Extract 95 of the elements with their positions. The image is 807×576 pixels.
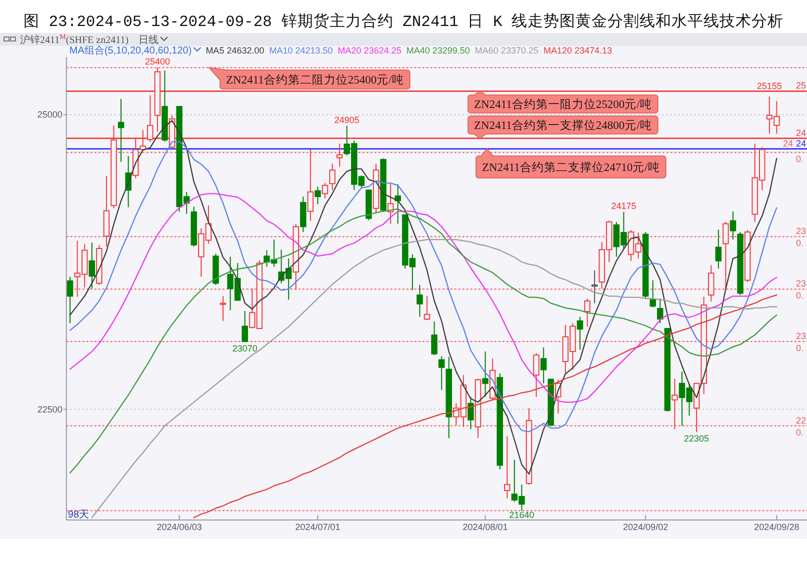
candlestick: [642, 231, 649, 300]
candlestick: [212, 253, 219, 286]
text: MA10 24213.50: [269, 46, 333, 56]
candlestick: [482, 351, 488, 398]
candlestick: [496, 372, 503, 470]
candlestick: [672, 378, 678, 430]
candlestick: [366, 189, 372, 221]
candlestick: [722, 221, 729, 289]
line-series: [69, 208, 778, 474]
candlestick: [664, 328, 671, 412]
candlestick: [387, 183, 394, 224]
candlestick: [526, 408, 532, 486]
candlestick: [314, 186, 321, 205]
annotation: ZN2411合约第一支撑位24800元/吨: [474, 119, 652, 132]
candlestick: [424, 296, 430, 321]
text: 0.: [796, 343, 804, 354]
text: 23: [796, 331, 806, 342]
text: 24: [783, 138, 794, 148]
candlestick: [307, 148, 314, 222]
candlestick: [504, 436, 510, 499]
text: MA60 23370.25: [474, 46, 538, 56]
text: 25: [796, 80, 806, 91]
text: 0.: [796, 427, 804, 438]
text: 23070: [232, 344, 258, 354]
candlestick: [584, 298, 590, 328]
line-series: [69, 193, 778, 403]
text: 0.: [796, 238, 804, 248]
candlestick: [737, 231, 744, 296]
text: 23: [796, 278, 806, 289]
text: 24905: [334, 114, 360, 125]
annotation: ZN2411合约第一阻力位25200元/吨: [474, 98, 652, 111]
candlestick: [372, 163, 380, 214]
candlestick: [162, 70, 168, 142]
text: 25400: [144, 56, 170, 67]
candlestick: [416, 284, 423, 318]
candlestick: [730, 210, 736, 240]
candlestick: [103, 175, 110, 248]
annotation: ZN2411合约第二支撑位24710元/吨: [482, 161, 660, 174]
candlestick: [540, 346, 547, 384]
annotation: ZN2411合约第二阻力位25400元/吨: [226, 74, 404, 86]
candlestick: [322, 182, 328, 199]
text: 24: [796, 138, 806, 148]
candlestick: [329, 163, 336, 191]
text: MA5 24632.00: [206, 46, 264, 56]
annotation: 98天: [68, 510, 90, 520]
x-tick-label: 2024/07/01: [295, 522, 340, 532]
text: 0.: [796, 290, 804, 301]
candlestick: [744, 230, 751, 283]
text: 22305: [684, 434, 710, 444]
candlestick: [468, 396, 474, 430]
x-tick-label: 2024/09/28: [754, 522, 800, 532]
candlestick: [576, 316, 584, 350]
candlestick: [292, 223, 299, 290]
candlestick: [118, 98, 124, 162]
text: 25155: [756, 81, 782, 92]
candlestick: [708, 264, 714, 302]
y-tick-label: 22500: [37, 404, 62, 414]
x-tick-label: 2024/06/03: [156, 522, 202, 532]
text: 日线: [138, 34, 159, 46]
y-tick-label: 25000: [37, 110, 62, 120]
candlestick: [300, 196, 306, 232]
text: 沪锌2411$^{M}$(SHFE zn2411): [20, 33, 129, 46]
candlestick: [650, 280, 656, 308]
candlestick: [394, 184, 401, 224]
candlestick: [190, 206, 198, 248]
candlestick: [96, 244, 102, 286]
candlestick: [431, 320, 438, 356]
text: 21640: [509, 510, 534, 520]
line-series: [193, 294, 778, 518]
text: 23: [796, 226, 806, 236]
candlestick: [66, 276, 74, 324]
candlestick: [380, 158, 386, 212]
text: 22: [796, 415, 806, 426]
candlestick: [657, 298, 664, 324]
candlestick: [242, 310, 248, 343]
chart-title: 图 23:2024-05-13-2024-09-28 锌期货主力合约 ZN2411 日 K 线走势图黄金分割线和水平线技术分析: [23, 12, 784, 31]
candlestick: [715, 229, 722, 269]
candlestick: [533, 352, 540, 398]
text: MA20 23624.25: [338, 46, 402, 56]
legend-title: MA组合(5,10,20,40,60,120): [69, 44, 192, 56]
candlestick: [88, 242, 96, 289]
text: 24175: [611, 200, 636, 211]
candlestick: [591, 270, 598, 304]
text: 0.: [796, 154, 804, 164]
x-tick-label: 2024/08/01: [462, 522, 508, 532]
candlestick: [220, 296, 226, 322]
text: 24: [796, 128, 806, 138]
candlestick: [438, 356, 445, 390]
x-tick-label: 2024/09/02: [623, 522, 668, 532]
text: MA40 23299.50: [406, 46, 470, 56]
candlestick: [446, 356, 452, 439]
line-series: [69, 141, 778, 432]
candlestick: [336, 143, 343, 168]
candlestick: [474, 378, 482, 439]
text: MA120 23474.13: [543, 46, 612, 56]
